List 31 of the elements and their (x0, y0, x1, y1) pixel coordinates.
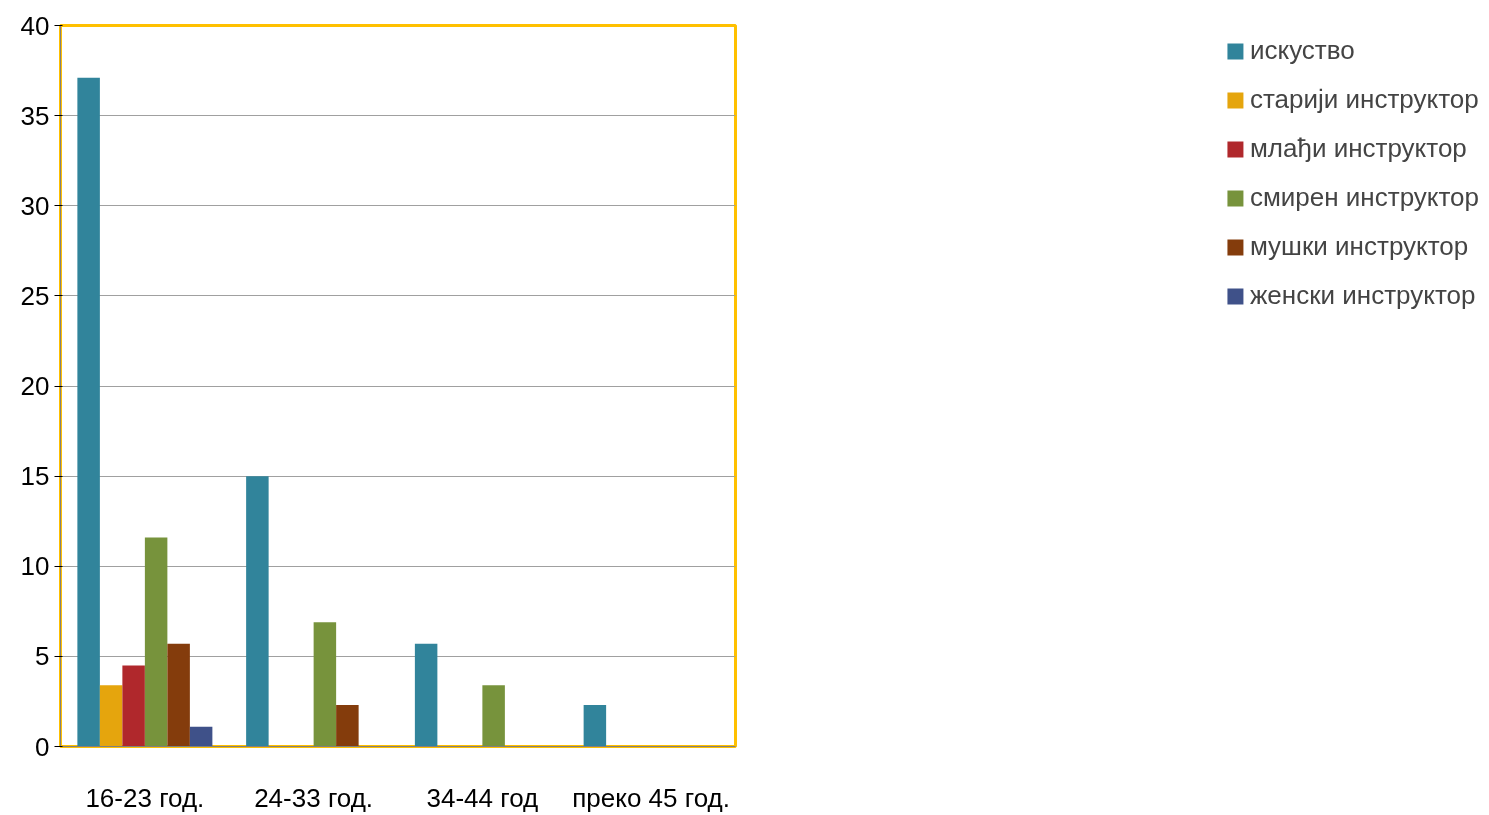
bar (189, 726, 213, 747)
x-tick-label: 16-23 год. (85, 782, 205, 813)
bar (246, 476, 269, 747)
y-tick-label: 20 (20, 371, 50, 401)
legend-label: мушки инструктор (1249, 231, 1469, 262)
y-tick-label: 25 (20, 280, 50, 311)
y-tick-label: 0 (35, 731, 50, 762)
bar (144, 537, 168, 747)
y-tick-label: 5 (35, 641, 50, 672)
y-tick-label: 35 (20, 100, 50, 131)
legend-label: старији инструктор (1249, 84, 1479, 115)
bar (414, 643, 438, 747)
bar (336, 705, 359, 747)
bar (167, 643, 190, 747)
x-tick-label: 24-33 год. (254, 782, 374, 813)
x-tick-label: 34-44 год (426, 782, 539, 813)
legend-label: млађи инструктор (1249, 133, 1467, 164)
bar (482, 685, 505, 747)
bar (99, 685, 123, 747)
y-tick-label: 15 (20, 461, 50, 492)
x-tick-label: преко 45 год. (572, 782, 730, 813)
y-tick-label: 40 (20, 10, 50, 41)
legend-label: искуство (1249, 35, 1355, 66)
y-tick-label: 10 (20, 551, 50, 582)
bar (313, 622, 337, 747)
bar (77, 77, 100, 747)
legend-label: смирен инструктор (1249, 182, 1479, 213)
y-tick-label: 30 (20, 190, 50, 221)
bar (122, 665, 145, 747)
bar (583, 705, 607, 747)
legend-label: женски инструктор (1249, 280, 1476, 311)
